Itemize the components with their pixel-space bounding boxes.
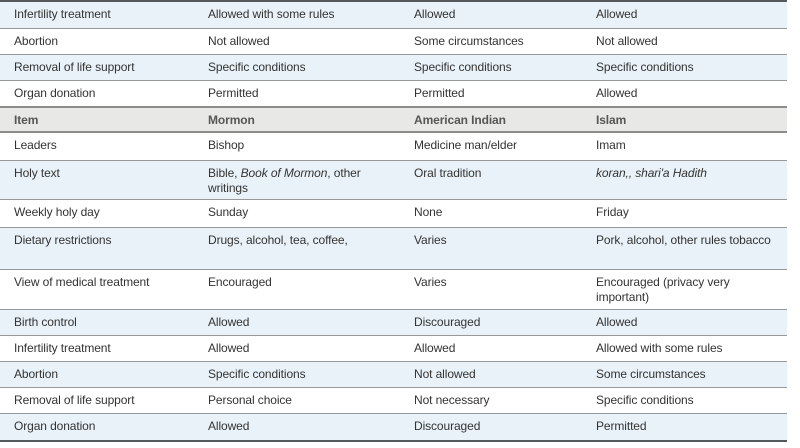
row-label-cell: Infertility treatment <box>14 7 111 21</box>
value-cell: Oral tradition <box>414 166 482 180</box>
value-cell: Allowed <box>596 7 638 21</box>
table-row: Abortion Not allowed Some circumstances Not… <box>0 28 787 54</box>
row-label-cell: Birth control <box>14 315 77 329</box>
row-label-cell: View of medical treatment <box>14 275 150 289</box>
value-cell: Permitted <box>596 419 647 433</box>
table-row: Dietary restrictions Drugs, alcohol, tea,… <box>0 227 787 269</box>
column-header: Islam <box>596 113 627 127</box>
table-row: Organ donation Permitted Permitted Allowed <box>0 80 787 106</box>
value-cell: Imam <box>596 138 626 152</box>
value-cell: Allowed <box>596 86 638 100</box>
value-cell: Specific conditions <box>208 60 306 74</box>
value-cell: Sunday <box>208 205 249 219</box>
value-cell: Encouraged <box>208 275 272 289</box>
value-cell: Discouraged <box>414 315 481 329</box>
column-header: American Indian <box>414 113 506 127</box>
row-label-cell: Removal of life support <box>14 60 135 74</box>
column-header: Item <box>14 113 39 127</box>
value-cell: Specific conditions <box>208 367 306 381</box>
row-label-cell: Leaders <box>14 138 57 152</box>
table-row: Weekly holy day Sunday None Friday <box>0 199 787 227</box>
row-label-cell: Dietary restrictions <box>14 233 112 247</box>
row-label-cell: Infertility treatment <box>14 341 111 355</box>
value-cell: Not allowed <box>208 34 270 48</box>
value-cell: Allowed <box>208 341 250 355</box>
table-row: Infertility treatment Allowed with some r… <box>0 2 787 28</box>
row-label-cell: Removal of life support <box>14 393 135 407</box>
value-cell: Some circumstances <box>596 367 706 381</box>
table-row: View of medical treatment Encouraged Varie… <box>0 269 787 309</box>
value-cell: Specific conditions <box>596 60 694 74</box>
table-row: Abortion Specific conditions Not allowed So… <box>0 361 787 387</box>
value-cell: Not allowed <box>596 34 658 48</box>
value-cell: Specific conditions <box>414 60 512 74</box>
value-cell: Discouraged <box>414 419 481 433</box>
value-cell: Friday <box>596 205 629 219</box>
value-cell: Allowed with some rules <box>596 341 723 355</box>
value-cell: Allowed <box>414 7 456 21</box>
table-row: Removal of life support Specific conditio… <box>0 54 787 80</box>
row-label-cell: Organ donation <box>14 419 96 433</box>
table-row: Leaders Bishop Medicine man/elder Imam <box>0 133 787 160</box>
value-cell: Specific conditions <box>596 393 694 407</box>
value-cell: Allowed <box>208 419 250 433</box>
value-cell: Varies <box>414 233 447 247</box>
row-label-cell: Organ donation <box>14 86 96 100</box>
row-label-cell: Holy text <box>14 166 60 180</box>
table-row: Birth control Allowed Discouraged Allowed <box>0 309 787 335</box>
value-cell: Allowed <box>596 315 638 329</box>
value-cell: Encouraged (privacy very important) <box>596 275 730 304</box>
column-header: Mormon <box>208 113 255 127</box>
value-cell: Personal choice <box>208 393 292 407</box>
value-cell: Drugs, alcohol, tea, coffee, <box>208 233 348 247</box>
value-cell: Bishop <box>208 138 245 152</box>
value-cell: Allowed <box>208 315 250 329</box>
value-cell: Pork, alcohol, other rules tobacco <box>596 233 771 247</box>
table-row: Removal of life support Personal choice No… <box>0 387 787 413</box>
value-cell: Bible, Book of Mormon, other writings <box>208 166 361 195</box>
value-cell: Varies <box>414 275 447 289</box>
table-header-row: Item Mormon American Indian Islam <box>0 106 787 133</box>
value-cell: Not allowed <box>414 367 476 381</box>
value-cell: Permitted <box>414 86 465 100</box>
table-row: Organ donation Allowed Discouraged Permitte… <box>0 413 787 440</box>
value-cell: Allowed with some rules <box>208 7 335 21</box>
religion-comparison-table: Infertility treatment Allowed with some r… <box>0 0 787 442</box>
value-cell: Medicine man/elder <box>414 138 517 152</box>
row-label-cell: Abortion <box>14 367 58 381</box>
row-label-cell: Weekly holy day <box>14 205 100 219</box>
row-label-cell: Abortion <box>14 34 58 48</box>
value-cell: Some circumstances <box>414 34 524 48</box>
value-cell: Allowed <box>414 341 456 355</box>
value-cell: Permitted <box>208 86 259 100</box>
table-row: Holy text Bible, Book of Mormon, other wr… <box>0 160 787 199</box>
value-cell: koran,, shari'a Hadith <box>596 166 707 180</box>
value-cell: Not necessary <box>414 393 490 407</box>
value-cell: None <box>414 205 443 219</box>
table-row: Infertility treatment Allowed Allowed Allow… <box>0 335 787 361</box>
